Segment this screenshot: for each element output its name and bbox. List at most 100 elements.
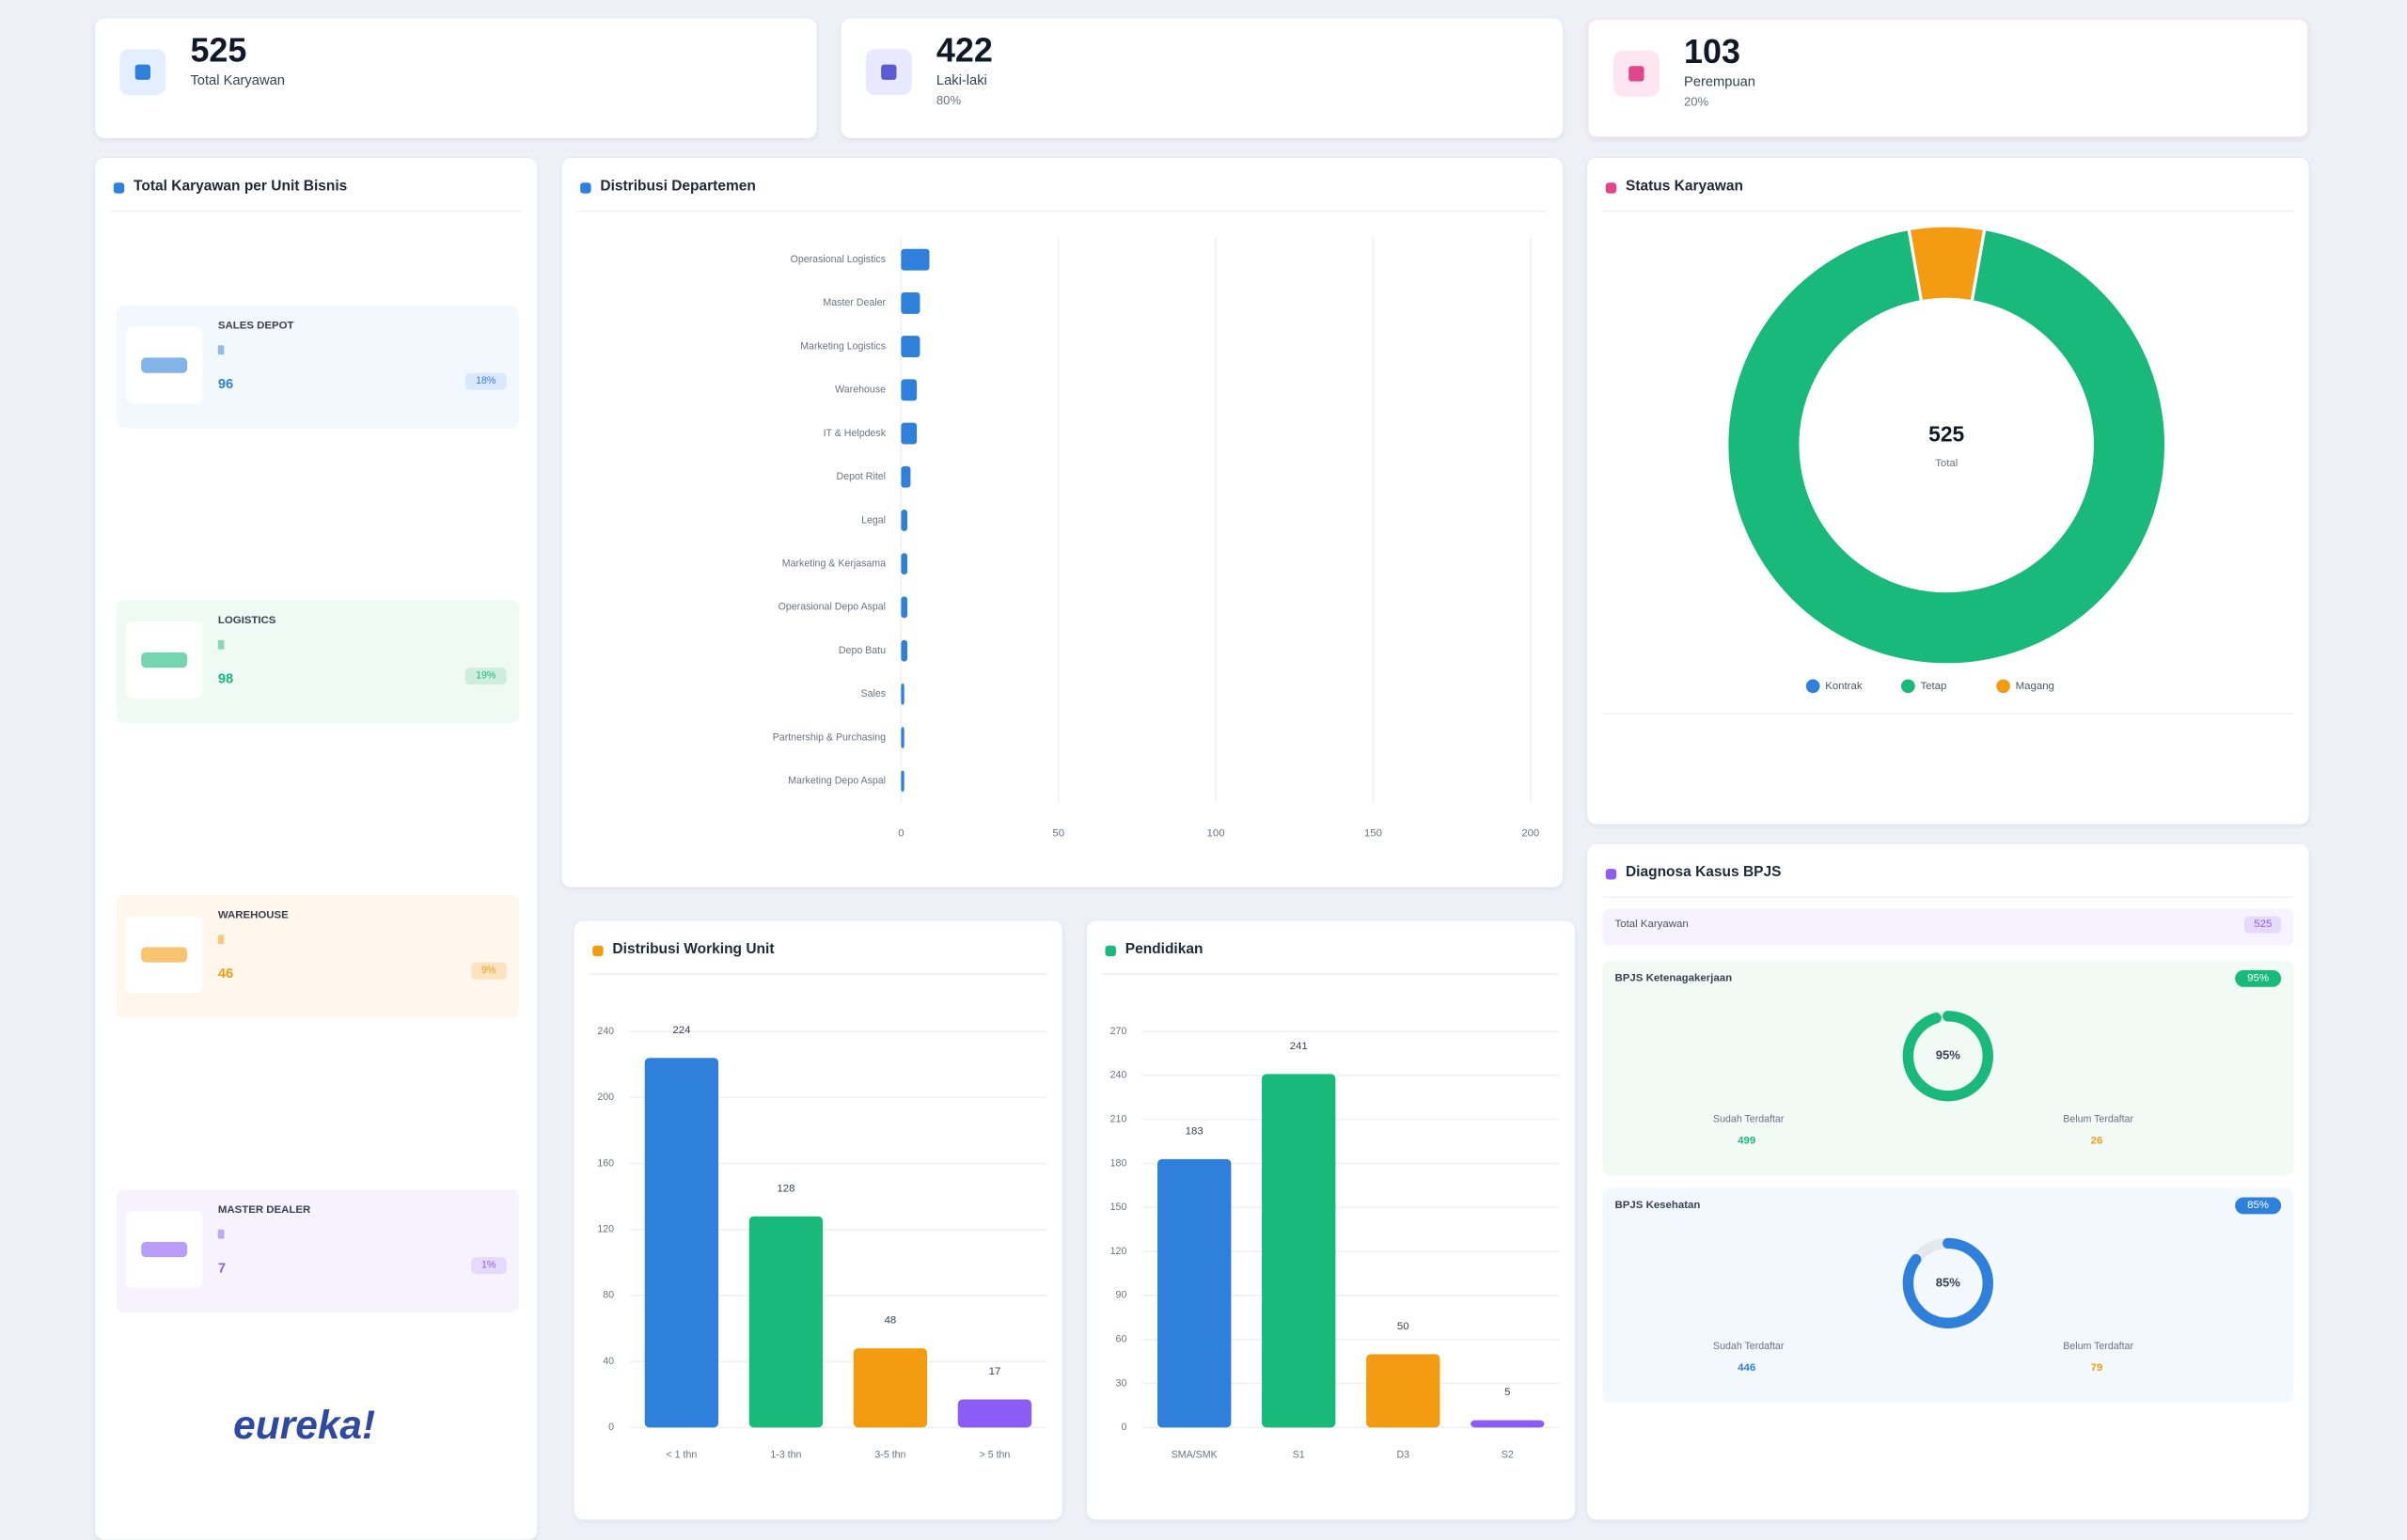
bar (901, 379, 918, 401)
divider (1102, 973, 1560, 975)
card-title: Status Karyawan (1625, 178, 1743, 196)
gauge: 95% (1902, 1011, 1993, 1102)
divider (1602, 896, 2294, 899)
card: Status Karyawan 525 Total Kontrak Tetap Magan… (1587, 158, 2309, 825)
unit-card: SALES DEPOT 96 18% (117, 305, 519, 429)
logo-shape (141, 357, 188, 373)
y-tick-label: Master Dealer (823, 297, 886, 308)
card: Pendidikan 0 30 60 90 120 150 180 210 240 270 183 SM… (1086, 920, 1576, 1520)
chart: 0 40 80 120 160 200 240 224 < 1 thn 128 1-3 thn 48 3… (597, 1025, 1047, 1461)
y-tick-label: 180 (1110, 1157, 1127, 1169)
right-label: Belum Terdaftar (2063, 1341, 2134, 1353)
bar (901, 336, 920, 358)
bar (901, 683, 905, 705)
y-tick-label: 200 (597, 1092, 614, 1103)
y-tick-label: Marketing & Kerjasama (782, 558, 886, 569)
y-tick-label: 270 (1110, 1026, 1127, 1037)
unit-count: 46 (217, 965, 234, 982)
bpjs-block: BPJS Ketenagakerjaan 95% 95% Sudah Terdafta… (1602, 961, 2294, 1176)
title-dot (1105, 945, 1116, 957)
stat-value: 422 (936, 30, 993, 70)
y-tick-label: Warehouse (835, 385, 886, 396)
block-name: BPJS Ketenagakerjaan (1614, 973, 1733, 984)
bar (901, 465, 911, 488)
bar (901, 510, 908, 531)
y-tick-label: 90 (1116, 1290, 1127, 1301)
unit-count: 98 (217, 670, 234, 686)
card: 103 Perempuan 20% (1587, 18, 2309, 138)
legend-swatch (1996, 679, 2010, 694)
chart: 0 50 100 150 200 Operasional Logistics Master … (773, 238, 1539, 840)
x-tick-label: 0 (898, 828, 904, 840)
value-label: 183 (1186, 1125, 1204, 1137)
bar (901, 248, 930, 271)
y-tick-label: Sales (860, 688, 886, 699)
stat-icon (119, 49, 166, 96)
card-title: Diagnosa Kasus BPJS (1625, 864, 1782, 882)
title-dot (580, 182, 591, 194)
value-label: 128 (777, 1183, 794, 1194)
donut-slice (1907, 224, 1987, 304)
card: 422 Laki-laki 80% (841, 18, 1564, 138)
center-value: 525 (1928, 422, 1964, 447)
left-label: Sudah Terdaftar (1713, 1114, 1785, 1125)
card: Total Karyawan per Unit Bisnis SALES DEPO… (95, 158, 538, 1540)
unit-logo (125, 326, 203, 404)
x-tick-label: S1 (1293, 1450, 1305, 1461)
bar (1157, 1158, 1232, 1428)
unit-name: WAREHOUSE (217, 910, 289, 921)
total-label: Total Karyawan (1614, 919, 1689, 931)
total-row: Total Karyawan 525 (1602, 908, 2294, 946)
gauge-arc (1902, 1011, 1993, 1102)
bar (901, 553, 908, 575)
divider (1602, 210, 2294, 212)
y-tick-label: 80 (603, 1290, 614, 1301)
left-value: 499 (1738, 1136, 1756, 1147)
y-tick-label: 120 (1110, 1246, 1127, 1257)
card-title: Distribusi Working Unit (612, 940, 775, 958)
body: 525 Total Karyawan 422 Laki-laki 80% 103 Perem… (95, 18, 2309, 1540)
title-dot (1605, 182, 1617, 194)
bar (901, 639, 908, 662)
y-tick-label: 160 (597, 1157, 614, 1169)
y-tick-label: Marketing Logistics (800, 340, 886, 352)
value-label: 224 (672, 1025, 691, 1036)
card: Diagnosa Kasus BPJS Total Karyawan 525 BPJS… (1587, 843, 2309, 1520)
card-title: Pendidikan (1125, 940, 1204, 958)
y-tick-label: Depot Ritel (837, 471, 886, 482)
y-tick-label: 150 (1110, 1202, 1127, 1213)
y-tick-label: 0 (1121, 1422, 1126, 1433)
y-tick-label: 0 (608, 1422, 614, 1433)
footer-logo: eureka! (233, 1401, 376, 1448)
unit-logo (125, 1211, 203, 1288)
unit-card: LOGISTICS 98 19% (117, 600, 519, 723)
legend-label: Magang (2016, 681, 2054, 692)
left-value: 446 (1738, 1362, 1756, 1375)
unit-name: LOGISTICS (217, 615, 276, 627)
divider (110, 210, 523, 212)
y-tick-label: 40 (603, 1356, 614, 1367)
gauge-arc (1902, 1237, 1993, 1329)
bar (957, 1399, 1032, 1428)
stat-icon (1613, 50, 1660, 97)
y-tick-label: Legal (861, 514, 886, 526)
legend-label: Tetap (1920, 681, 1946, 692)
y-tick-label: 240 (1110, 1070, 1127, 1081)
y-tick-label: IT & Helpdesk (824, 428, 887, 439)
unit-card: MASTER DEALER 7 1% (117, 1189, 519, 1312)
unit-badge: 9% (470, 962, 507, 980)
divider (589, 973, 1047, 975)
x-tick-label: 200 (1521, 828, 1539, 840)
right-value: 79 (2090, 1362, 2103, 1375)
x-tick-label: < 1 thn (667, 1450, 698, 1461)
unit-line (217, 639, 225, 650)
left-label: Sudah Terdaftar (1713, 1341, 1785, 1353)
stat-value: 103 (1684, 32, 1740, 71)
bar (901, 291, 920, 314)
y-tick-label: Operasional Logistics (791, 254, 886, 265)
bar (901, 422, 918, 445)
logo-shape (141, 947, 188, 963)
bar (748, 1216, 824, 1428)
stat-note: 80% (936, 93, 962, 108)
bar (1366, 1354, 1440, 1428)
